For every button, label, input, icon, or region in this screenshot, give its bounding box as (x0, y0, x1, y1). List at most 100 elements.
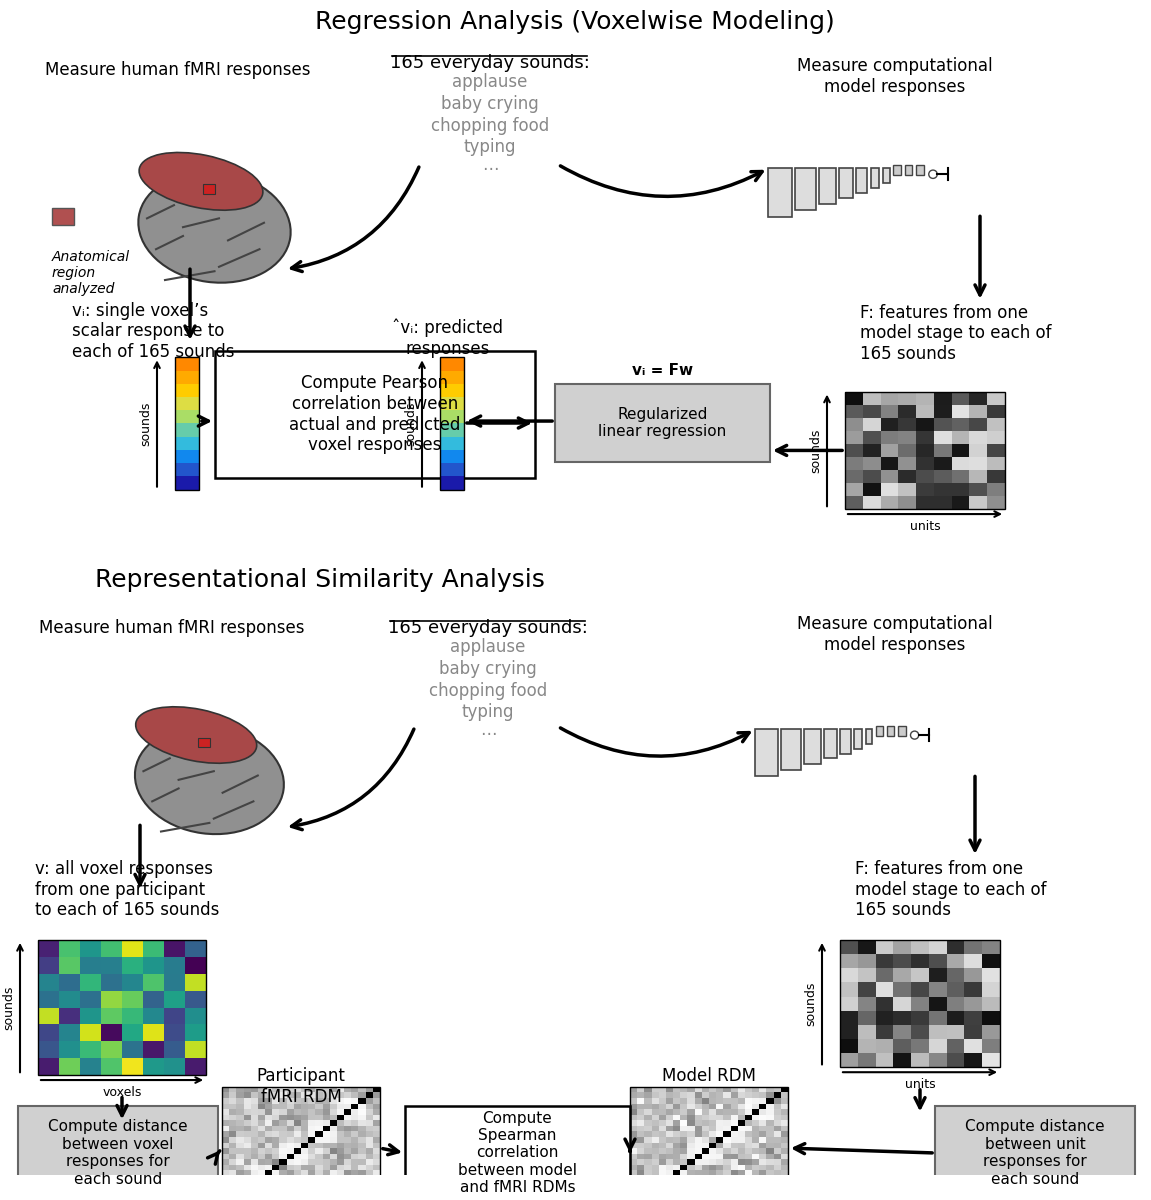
Bar (658, 1104, 666, 1109)
Bar (767, 1092, 773, 1098)
Bar (893, 1025, 912, 1039)
Bar (969, 391, 988, 404)
Bar (760, 1092, 767, 1098)
Bar (329, 1182, 337, 1187)
Bar (287, 1148, 294, 1153)
Bar (322, 1121, 329, 1126)
Bar (738, 1104, 745, 1109)
Bar (236, 1148, 244, 1153)
Bar (658, 1098, 666, 1104)
Bar (666, 1092, 673, 1098)
Bar (687, 1187, 695, 1193)
Bar (280, 1087, 287, 1092)
Ellipse shape (136, 707, 257, 763)
Bar (440, 384, 464, 397)
Bar (229, 1109, 236, 1115)
Bar (373, 1109, 380, 1115)
Bar (373, 1087, 380, 1092)
Bar (673, 1176, 680, 1182)
Bar (351, 1132, 358, 1136)
Bar (329, 1115, 337, 1121)
Bar (767, 1132, 773, 1136)
Bar (351, 1182, 358, 1187)
Bar (59, 1025, 81, 1042)
Bar (322, 1115, 329, 1121)
Bar (358, 1148, 366, 1153)
Bar (344, 1126, 351, 1132)
Bar (760, 1142, 767, 1148)
Bar (440, 437, 464, 450)
Bar (244, 1170, 251, 1176)
Bar (946, 996, 965, 1010)
Bar (773, 1170, 780, 1176)
Bar (366, 1104, 373, 1109)
Bar (265, 1198, 273, 1200)
Bar (81, 991, 101, 1008)
Bar (222, 1176, 229, 1182)
Bar (695, 1087, 702, 1092)
Bar (752, 1098, 760, 1104)
Bar (265, 1193, 273, 1198)
Bar (143, 1058, 163, 1075)
Bar (716, 1170, 723, 1176)
Bar (933, 431, 952, 444)
Bar (638, 1148, 645, 1153)
Bar (287, 1170, 294, 1176)
Bar (244, 1142, 251, 1148)
Bar (982, 1054, 1000, 1067)
Bar (709, 1132, 716, 1136)
Bar (294, 1087, 302, 1092)
Bar (638, 1121, 645, 1126)
Bar (59, 956, 81, 974)
Text: ˆvᵢ: predicted
responses: ˆvᵢ: predicted responses (392, 318, 503, 358)
Bar (52, 208, 74, 226)
Bar (265, 1132, 273, 1136)
Bar (760, 1198, 767, 1200)
Bar (222, 1132, 229, 1136)
Bar (440, 410, 464, 424)
Bar (329, 1148, 337, 1153)
Bar (709, 1087, 716, 1092)
Bar (265, 1136, 273, 1142)
Bar (373, 1170, 380, 1176)
Bar (251, 1165, 258, 1170)
Bar (440, 476, 464, 490)
Circle shape (910, 731, 918, 739)
Bar (898, 391, 916, 404)
Bar (658, 1198, 666, 1200)
Bar (702, 1092, 709, 1098)
Bar (373, 1115, 380, 1121)
Text: Anatomical
region
analyzed: Anatomical region analyzed (52, 250, 130, 296)
Bar (731, 1148, 738, 1153)
Bar (651, 1109, 658, 1115)
Bar (658, 1115, 666, 1121)
Bar (251, 1136, 258, 1142)
Bar (916, 391, 933, 404)
Bar (630, 1115, 638, 1121)
Bar (440, 450, 464, 463)
Bar (344, 1159, 351, 1165)
Bar (329, 1142, 337, 1148)
Bar (366, 1092, 373, 1098)
Bar (716, 1109, 723, 1115)
Bar (933, 418, 952, 431)
Bar (651, 1170, 658, 1176)
Bar (265, 1126, 273, 1132)
Bar (337, 1170, 344, 1176)
Bar (273, 1182, 280, 1187)
Bar (630, 1193, 638, 1198)
Bar (745, 1193, 752, 1198)
Bar (366, 1193, 373, 1198)
Bar (988, 496, 1005, 509)
Bar (680, 1148, 687, 1153)
Bar (840, 968, 857, 983)
Bar (308, 1104, 315, 1109)
Bar (702, 1187, 709, 1193)
Bar (322, 1182, 329, 1187)
Bar (344, 1193, 351, 1198)
Bar (752, 1109, 760, 1115)
Bar (101, 1058, 122, 1075)
Bar (236, 1136, 244, 1142)
Bar (287, 1176, 294, 1182)
Bar (881, 457, 898, 470)
